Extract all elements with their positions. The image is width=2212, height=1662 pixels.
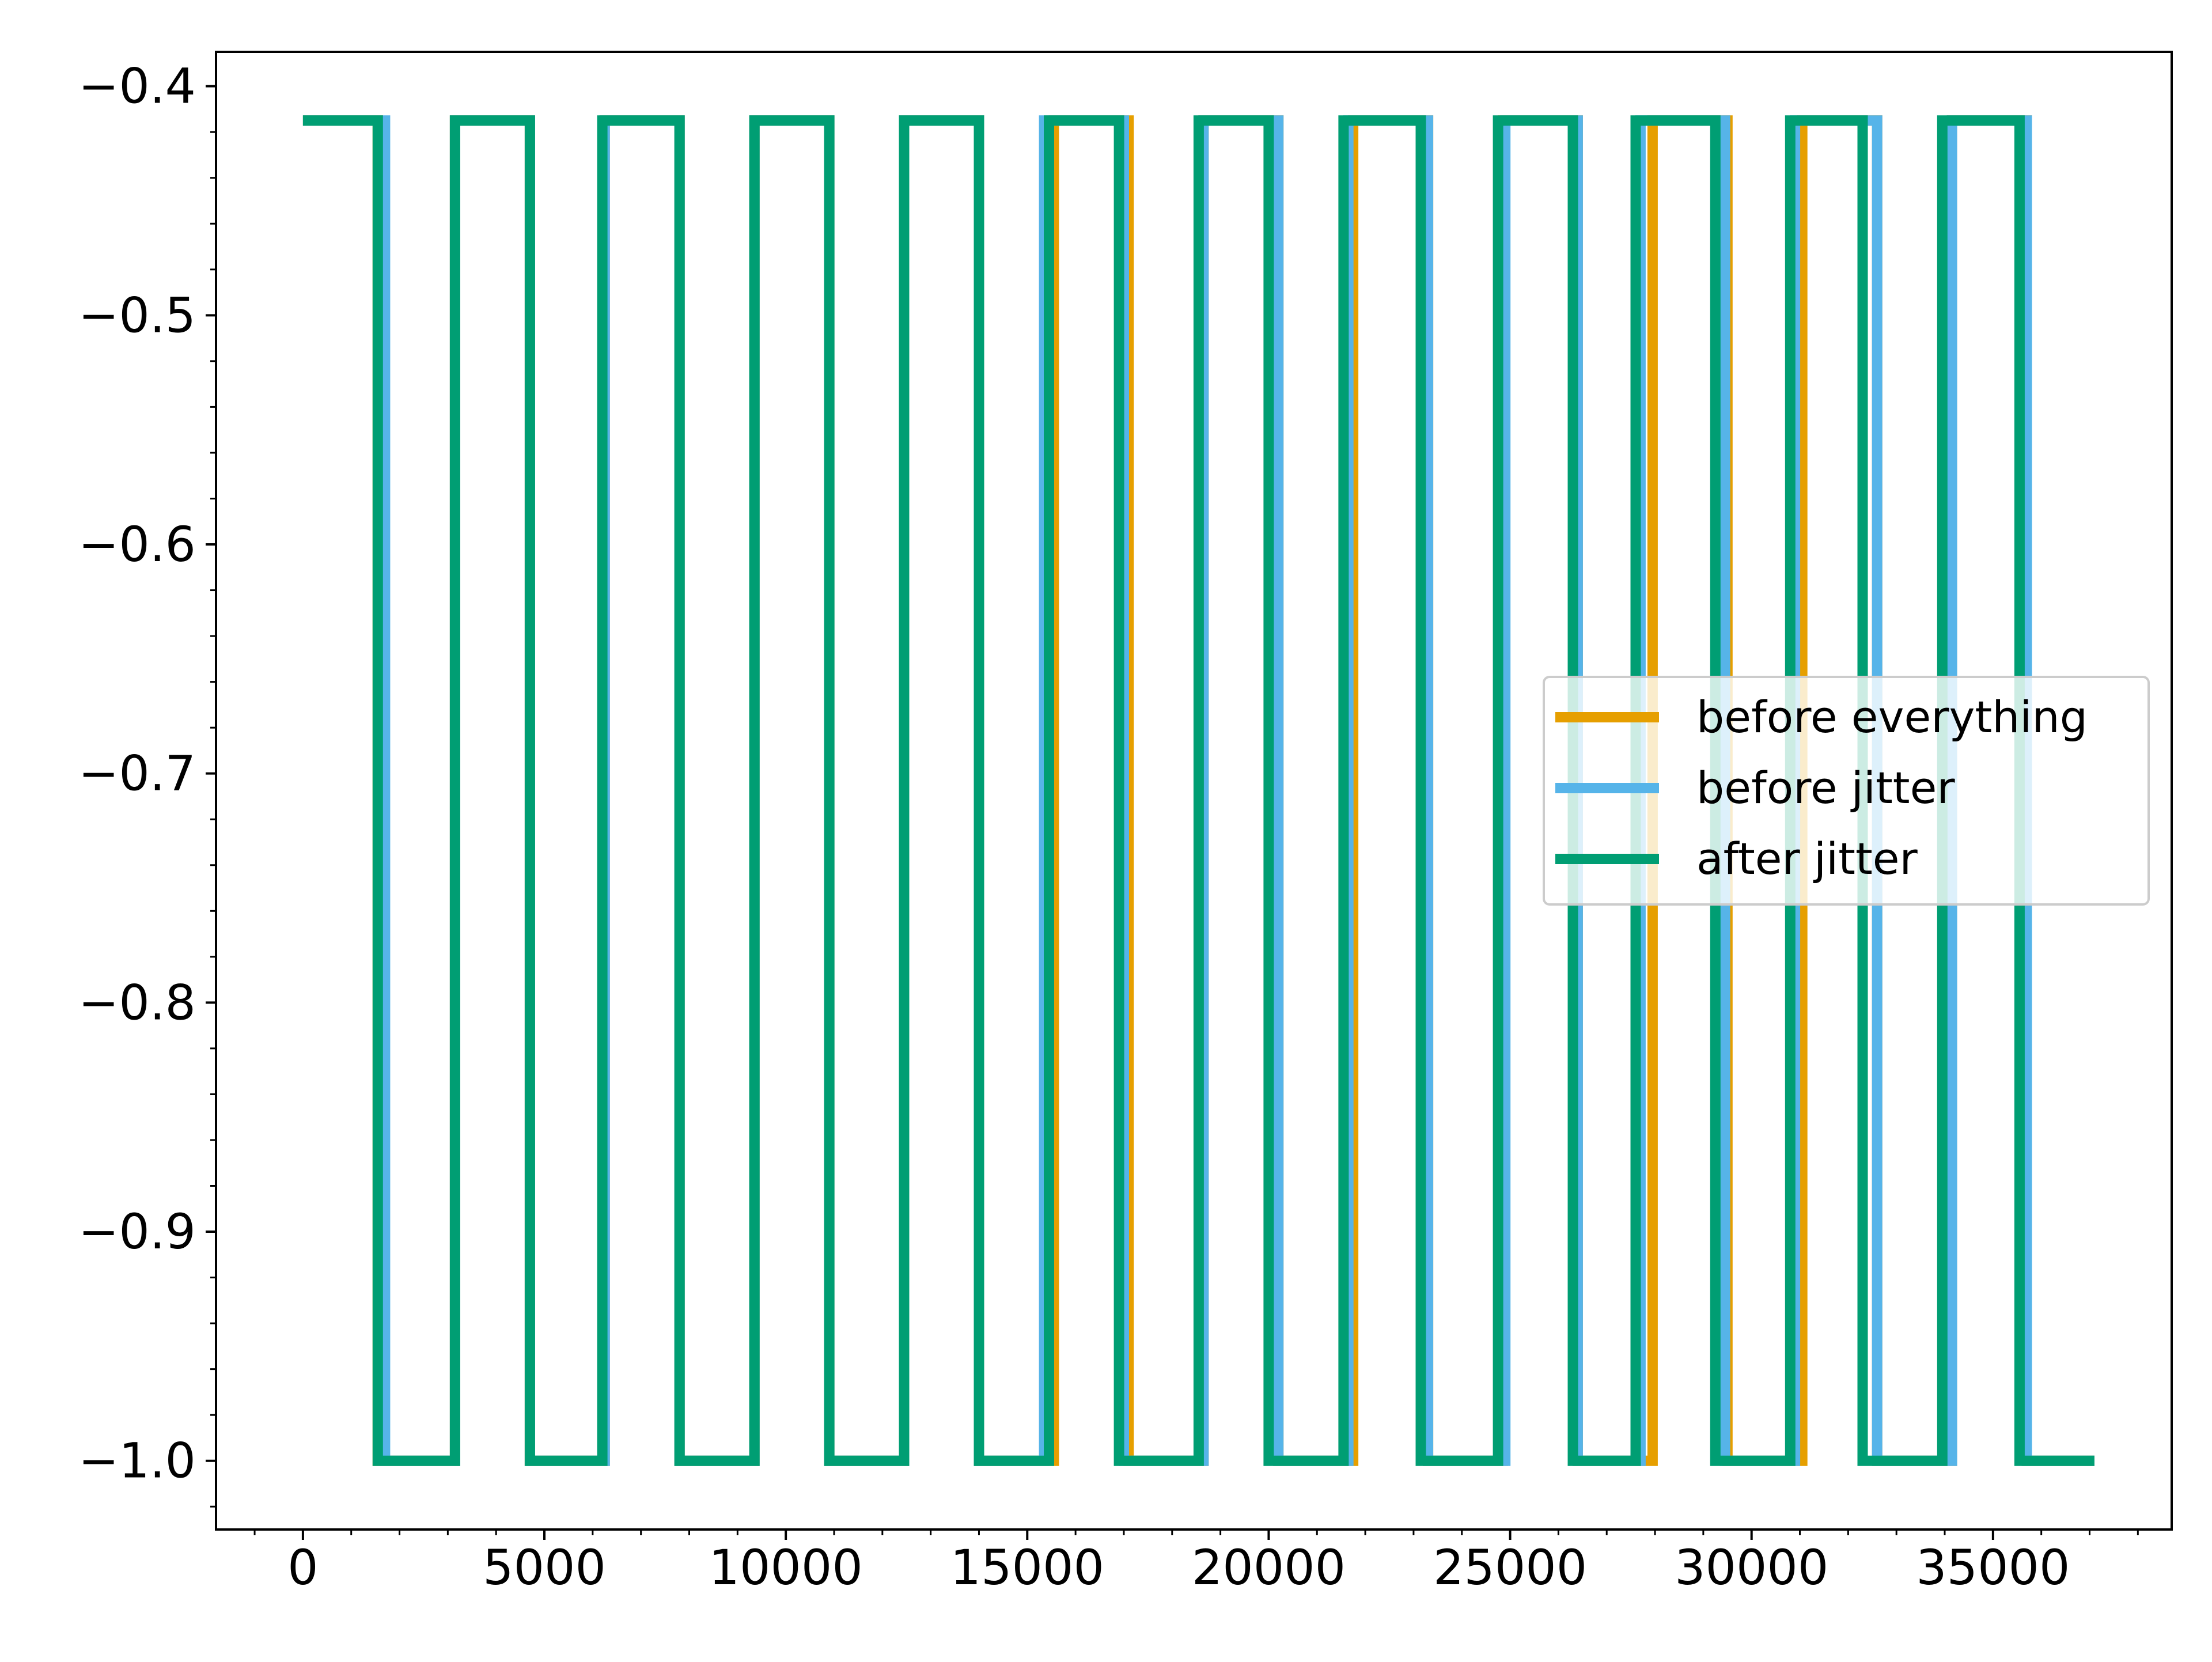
- y-tick-label: −0.7: [78, 745, 196, 802]
- y-tick-label: −1.0: [78, 1433, 196, 1489]
- y-tick-label: −0.6: [78, 516, 196, 573]
- x-tick-label: 10000: [709, 1539, 863, 1596]
- x-tick-label: 30000: [1675, 1539, 1828, 1596]
- y-axis: −1.0 −0.9 −0.8 −0.7 −0.6 −0.5 −0.4: [78, 58, 216, 1508]
- x-tick-label: 35000: [1916, 1539, 2070, 1596]
- x-tick-label: 15000: [950, 1539, 1104, 1596]
- x-tick-label: 25000: [1433, 1539, 1587, 1596]
- x-tick-label: 5000: [483, 1539, 606, 1596]
- legend-box: [1543, 676, 2150, 906]
- plot-frame: [215, 51, 2173, 1531]
- legend: before everything before jitter after jitt…: [1543, 676, 2150, 906]
- legend-label-1: before everything: [1696, 691, 2088, 743]
- legend-label-2: before jitter: [1696, 762, 1955, 813]
- y-tick-label: −0.9: [78, 1203, 196, 1260]
- x-tick-label: 20000: [1192, 1539, 1346, 1596]
- series-layer: [302, 115, 2094, 1466]
- y-tick-label: −0.8: [78, 974, 196, 1031]
- x-tick-label: 0: [287, 1539, 318, 1596]
- y-tick-label: −0.5: [78, 287, 196, 343]
- y-tick-label: −0.4: [78, 58, 196, 115]
- x-axis: 0 5000 10000 15000 20000 25000 30000 35000: [253, 1530, 2139, 1596]
- legend-label-3: after jitter: [1696, 833, 1918, 884]
- series-line-3: [302, 115, 2094, 1466]
